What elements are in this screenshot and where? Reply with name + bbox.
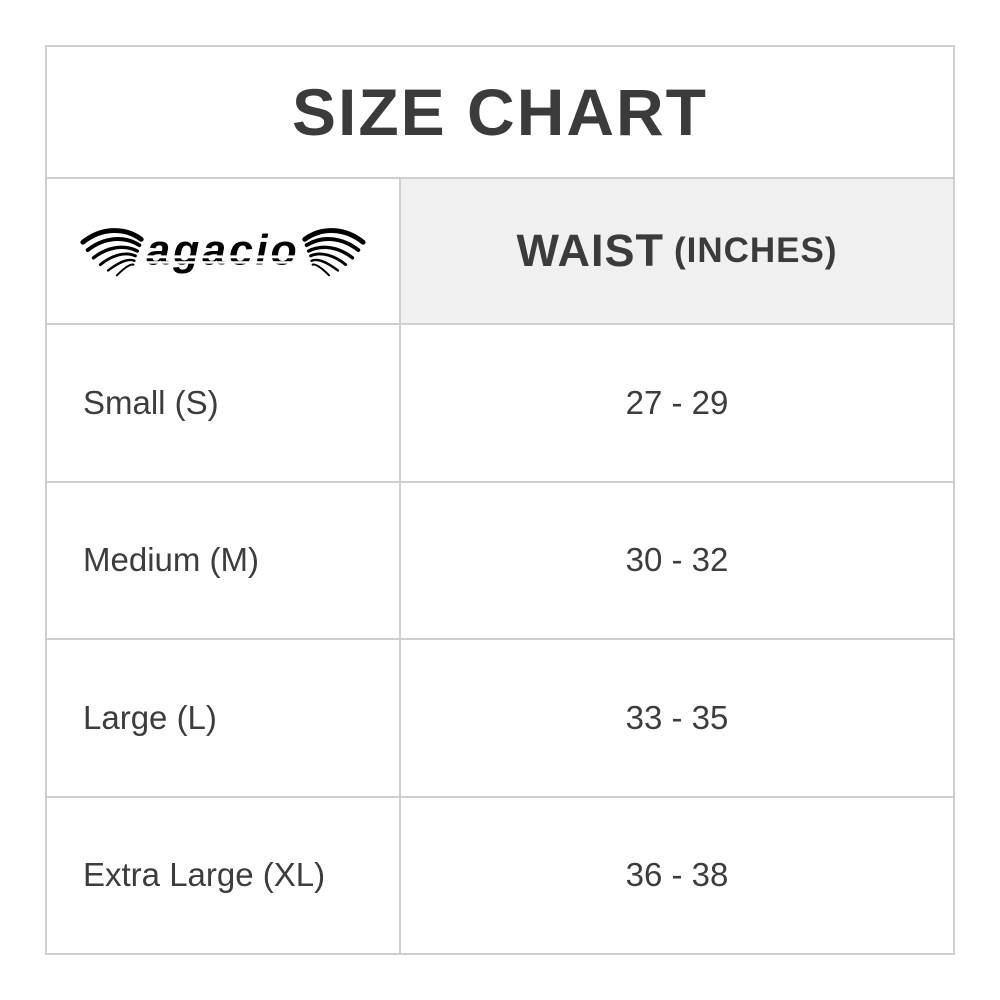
logo-left-wing-icon [80, 228, 144, 277]
waist-value: 27 - 29 [399, 325, 953, 481]
waist-value: 33 - 35 [399, 640, 953, 796]
waist-header-unit: (INCHES) [673, 231, 838, 270]
page-title: SIZE CHART [292, 75, 708, 149]
table-row: Extra Large (XL) 36 - 38 [47, 795, 953, 953]
brand-wordmark: agacio [146, 227, 299, 275]
table-row: Large (L) 33 - 35 [47, 638, 953, 796]
table-row: Medium (M) 30 - 32 [47, 480, 953, 638]
waist-value: 36 - 38 [399, 797, 953, 953]
waist-value: 30 - 32 [399, 482, 953, 638]
logo-slit [145, 255, 301, 259]
logo-slit [145, 261, 301, 264]
size-label: Small (S) [47, 325, 399, 481]
title-row: SIZE CHART [47, 47, 953, 177]
size-chart-table: SIZE CHART [45, 45, 955, 955]
size-label: Large (L) [47, 640, 399, 796]
table-row: Small (S) 27 - 29 [47, 323, 953, 481]
agacio-brand-logo: agacio [80, 227, 366, 277]
brand-logo-cell: agacio [47, 179, 399, 323]
column-header-waist: WAIST (INCHES) [399, 179, 953, 323]
logo-right-wing-icon [302, 228, 366, 277]
size-label: Extra Large (XL) [47, 797, 399, 953]
waist-header-label: WAIST [516, 225, 664, 276]
size-label: Medium (M) [47, 482, 399, 638]
header-row: agacio WAIST (INCHES) [47, 177, 953, 323]
